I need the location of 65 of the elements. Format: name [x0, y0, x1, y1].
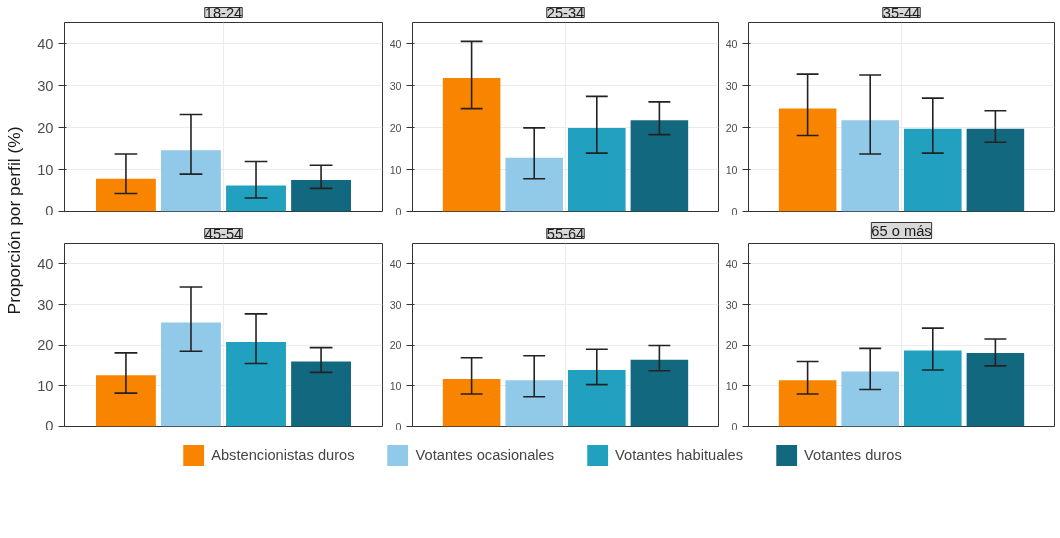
y-tick-label: 10: [389, 379, 402, 392]
y-tick-label: 20: [725, 339, 738, 352]
y-tick-label: 0: [731, 420, 738, 433]
y-tick-label: 10: [37, 377, 54, 394]
y-tick-label: 30: [725, 79, 738, 92]
bar: [841, 371, 899, 427]
bar: [96, 375, 156, 427]
bar: [966, 128, 1025, 212]
y-tick-label: 0: [731, 205, 738, 218]
y-tick-label: 20: [37, 119, 54, 136]
legend-label: Votantes habituales: [615, 447, 744, 463]
bar: [568, 369, 626, 427]
bar: [161, 150, 221, 212]
y-tick-label: 30: [389, 298, 402, 311]
legend-label: Abstencionistas duros: [211, 447, 355, 463]
bar: [226, 341, 286, 427]
y-tick-label: 10: [37, 161, 54, 178]
y-tick-label: 20: [725, 121, 738, 134]
y-tick-label: 0: [45, 417, 54, 434]
y-tick-label: 30: [389, 79, 402, 92]
y-tick-label: 30: [37, 296, 54, 313]
bar: [442, 378, 501, 427]
bar: [96, 178, 156, 212]
chart-title: 65 o más: [871, 222, 932, 239]
bar: [442, 77, 501, 212]
y-tick-label: 10: [389, 163, 402, 176]
y-tick-label: 30: [725, 298, 738, 311]
y-tick-label: 10: [725, 163, 738, 176]
y-tick-label: 40: [725, 257, 738, 270]
bar: [630, 120, 689, 212]
bar: [778, 380, 837, 427]
bar: [505, 157, 563, 212]
bar: [904, 128, 962, 212]
y-tick-label: 10: [725, 379, 738, 392]
bar: [841, 120, 899, 212]
chart-title: 35-44: [882, 4, 921, 21]
legend-label: Votantes duros: [804, 447, 902, 463]
y-tick-label: 30: [37, 77, 54, 94]
chart-title: 55-64: [546, 225, 585, 242]
chart-title: 25-34: [546, 4, 585, 21]
chart-title: 45-54: [204, 225, 243, 242]
bar: [291, 361, 351, 427]
bar: [505, 380, 563, 427]
y-tick-label: 0: [395, 205, 402, 218]
y-tick-label: 40: [389, 257, 402, 270]
y-tick-label: 0: [395, 420, 402, 433]
y-axis-title: Proporción por perfil (%): [3, 126, 24, 315]
bar: [161, 322, 221, 427]
y-tick-label: 40: [37, 255, 54, 272]
bar: [778, 108, 837, 212]
y-tick-label: 20: [389, 121, 402, 134]
bar: [630, 359, 689, 427]
y-tick-label: 0: [45, 202, 54, 219]
bar: [291, 180, 351, 212]
legend-label: Votantes ocasionales: [415, 447, 555, 463]
bar: [966, 352, 1025, 427]
y-tick-label: 40: [389, 37, 402, 50]
bar: [904, 350, 962, 427]
y-tick-label: 40: [37, 35, 54, 52]
y-tick-label: 20: [389, 339, 402, 352]
bar: [226, 185, 286, 212]
chart-title: 18-24: [204, 4, 243, 21]
y-tick-label: 20: [37, 337, 54, 354]
y-tick-label: 40: [725, 37, 738, 50]
bar: [568, 127, 626, 212]
